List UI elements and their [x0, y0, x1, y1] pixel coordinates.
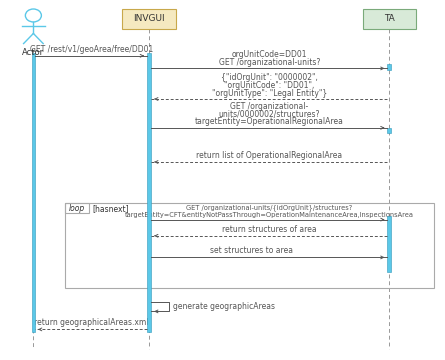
Text: GET /organizational-units/{idOrgUnit}/structures?: GET /organizational-units/{idOrgUnit}/st…	[186, 204, 352, 211]
Text: GET /organizational-units?: GET /organizational-units?	[218, 58, 320, 67]
Text: "orgUnitType": "Legal Entity"}: "orgUnitType": "Legal Entity"}	[212, 89, 327, 98]
Text: orgUnitCode=DD01: orgUnitCode=DD01	[231, 50, 307, 59]
Text: INVGUI: INVGUI	[133, 14, 165, 23]
Text: return list of OperationalRegionalArea: return list of OperationalRegionalArea	[196, 151, 342, 160]
Text: return geographicalAreas.xml: return geographicalAreas.xml	[34, 318, 149, 327]
Bar	[32, 53, 35, 332]
Bar	[147, 53, 151, 332]
Text: Actor: Actor	[22, 48, 44, 57]
Text: units/0000002/structures?: units/0000002/structures?	[218, 110, 320, 119]
Bar	[65, 203, 89, 213]
Bar	[65, 203, 434, 288]
Text: [hasnext]: [hasnext]	[93, 204, 129, 213]
Text: TA: TA	[384, 14, 395, 23]
Bar	[387, 128, 392, 133]
Bar	[122, 9, 176, 29]
Text: loop: loop	[69, 204, 85, 213]
Text: targetEntity=CFT&entityNotPassThrough=OperationMaintenanceArea,InspectionsArea: targetEntity=CFT&entityNotPassThrough=Op…	[125, 212, 414, 218]
Text: {"idOrgUnit": "0000002",: {"idOrgUnit": "0000002",	[221, 73, 318, 82]
Text: targetEntity=OperationalRegionalArea: targetEntity=OperationalRegionalArea	[195, 117, 344, 126]
Text: return structures of area: return structures of area	[222, 225, 316, 234]
Text: "orgUnitCode": "DD01",: "orgUnitCode": "DD01",	[224, 81, 315, 90]
Text: generate geographicAreas: generate geographicAreas	[173, 302, 275, 311]
Bar	[387, 64, 392, 70]
Bar	[363, 9, 416, 29]
Bar	[387, 216, 392, 272]
Text: GET /organizational-: GET /organizational-	[230, 102, 308, 111]
Text: GET /rest/v1/geoArea/free/DD01: GET /rest/v1/geoArea/free/DD01	[30, 45, 153, 54]
Text: set structures to area: set structures to area	[210, 246, 293, 255]
